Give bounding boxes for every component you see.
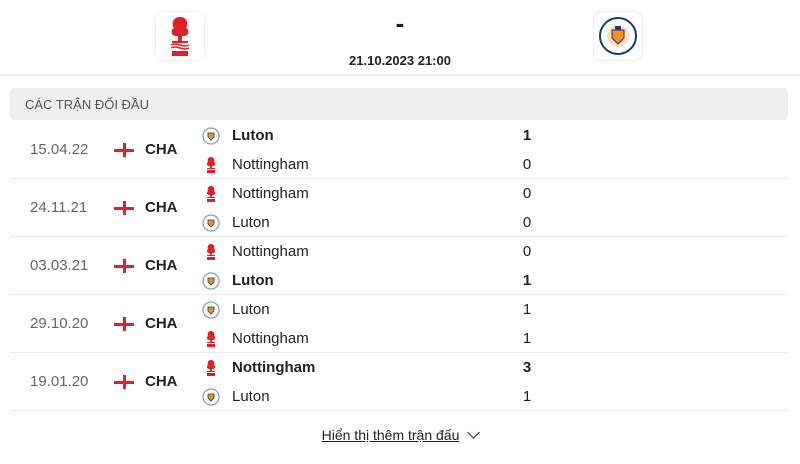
luton-crest-icon bbox=[202, 387, 220, 406]
team-name: Nottingham bbox=[232, 330, 309, 347]
team-score: 0 bbox=[522, 156, 532, 173]
match-row[interactable]: 03.03.21 CHA Nottingham 0 Luton 1 bbox=[10, 237, 788, 295]
team-score: 1 bbox=[522, 388, 532, 405]
match-row[interactable]: 29.10.20 CHA Luton 1 Nottingham 1 bbox=[10, 295, 788, 353]
team-name: Luton bbox=[232, 388, 270, 405]
team-logo bbox=[202, 359, 220, 377]
team-logo bbox=[202, 271, 220, 290]
match-date: 29.10.20 bbox=[30, 315, 89, 332]
match-date: 03.03.21 bbox=[30, 257, 89, 274]
team-name: Nottingham bbox=[232, 156, 309, 173]
away-team-logo[interactable] bbox=[593, 11, 643, 61]
forest-crest-icon bbox=[206, 359, 216, 376]
competition: CHA bbox=[145, 373, 178, 390]
section-title: CÁC TRẬN ĐỐI ĐẦU bbox=[10, 88, 788, 120]
team-logo bbox=[202, 213, 220, 232]
team-logo bbox=[202, 300, 220, 319]
team-name: Nottingham bbox=[232, 185, 309, 202]
forest-crest-icon bbox=[206, 243, 216, 260]
team-logo bbox=[202, 185, 220, 203]
home-team-logo[interactable] bbox=[155, 11, 205, 61]
forest-crest-icon bbox=[206, 156, 216, 173]
england-flag-icon bbox=[114, 143, 134, 157]
away-team: Luton 1 bbox=[202, 382, 542, 411]
home-team: Nottingham 3 bbox=[202, 353, 542, 382]
team-logo bbox=[202, 387, 220, 406]
england-flag-icon bbox=[114, 375, 134, 389]
luton-crest-icon bbox=[202, 213, 220, 232]
england-flag-icon bbox=[114, 317, 134, 331]
match-row[interactable]: 24.11.21 CHA Nottingham 0 Luton 0 bbox=[10, 179, 788, 237]
match-date: 15.04.22 bbox=[30, 141, 89, 158]
match-header: - 21.10.2023 21:00 bbox=[0, 0, 800, 76]
home-team: Luton 1 bbox=[202, 295, 542, 324]
team-score: 1 bbox=[522, 272, 532, 289]
team-name: Luton bbox=[232, 272, 274, 289]
team-logo bbox=[202, 243, 220, 261]
team-score: 0 bbox=[522, 243, 532, 260]
forest-crest-icon bbox=[170, 17, 190, 56]
competition: CHA bbox=[145, 315, 178, 332]
away-team: Nottingham 1 bbox=[202, 324, 542, 353]
show-more-link[interactable]: Hiển thị thêm trận đấu bbox=[0, 426, 800, 443]
team-logo bbox=[202, 156, 220, 174]
team-score: 0 bbox=[522, 185, 532, 202]
match-row[interactable]: 15.04.22 CHA Luton 1 Nottingham 0 bbox=[10, 121, 788, 179]
team-score: 1 bbox=[522, 301, 532, 318]
team-score: 1 bbox=[522, 127, 532, 144]
match-date: 24.11.21 bbox=[30, 199, 88, 216]
away-team: Nottingham 0 bbox=[202, 150, 542, 179]
luton-crest-icon bbox=[202, 271, 220, 290]
away-team: Luton 0 bbox=[202, 208, 542, 237]
team-score: 1 bbox=[522, 330, 532, 347]
luton-crest-icon bbox=[599, 17, 637, 55]
forest-crest-icon bbox=[206, 185, 216, 202]
team-score: 0 bbox=[522, 214, 532, 231]
luton-crest-icon bbox=[202, 300, 220, 319]
england-flag-icon bbox=[114, 201, 134, 215]
forest-crest-icon bbox=[206, 330, 216, 347]
team-logo bbox=[202, 330, 220, 348]
match-row[interactable]: 19.01.20 CHA Nottingham 3 Luton 1 bbox=[10, 353, 788, 411]
competition: CHA bbox=[145, 199, 178, 216]
home-team: Luton 1 bbox=[202, 121, 542, 150]
competition: CHA bbox=[145, 141, 178, 158]
match-score: - bbox=[395, 8, 405, 38]
team-name: Luton bbox=[232, 127, 274, 144]
chevron-down-icon[interactable] bbox=[467, 426, 481, 439]
team-logo bbox=[202, 126, 220, 145]
home-team: Nottingham 0 bbox=[202, 237, 542, 266]
show-more-label[interactable]: Hiển thị thêm trận đấu bbox=[321, 427, 460, 443]
team-name: Luton bbox=[232, 301, 270, 318]
away-team: Luton 1 bbox=[202, 266, 542, 295]
team-name: Nottingham bbox=[232, 243, 309, 260]
team-name: Nottingham bbox=[232, 359, 316, 376]
home-team: Nottingham 0 bbox=[202, 179, 542, 208]
luton-crest-icon bbox=[202, 126, 220, 145]
team-name: Luton bbox=[232, 214, 270, 231]
team-score: 3 bbox=[522, 359, 532, 376]
match-datetime: 21.10.2023 21:00 bbox=[349, 53, 451, 68]
match-date: 19.01.20 bbox=[30, 373, 89, 390]
competition: CHA bbox=[145, 257, 178, 274]
england-flag-icon bbox=[114, 259, 134, 273]
